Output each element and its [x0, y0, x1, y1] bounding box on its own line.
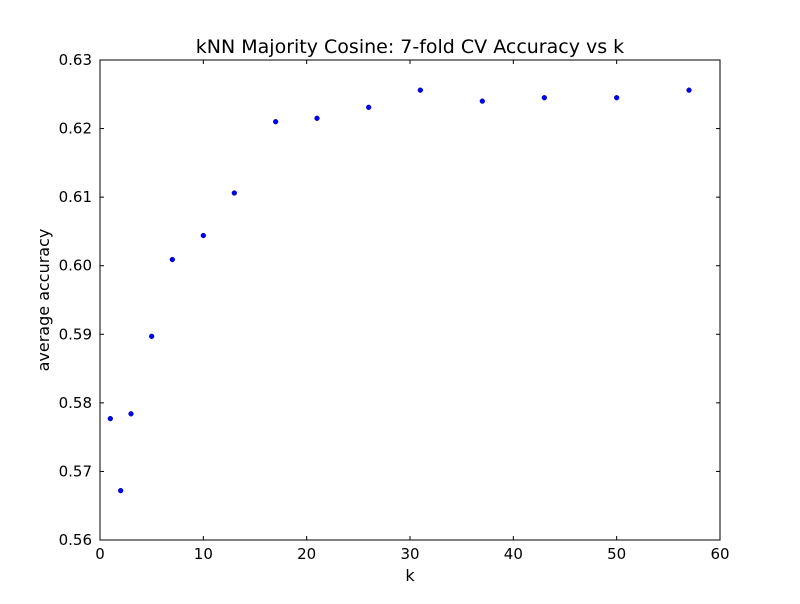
data-point	[479, 98, 485, 104]
axis-ticks: 0 10 20 30 40 50 60 0.56 0.57 0.58 0.59 0.60 0.61 0.6…	[59, 51, 730, 563]
y-tick-label: 0.58	[59, 394, 92, 412]
y-tick-label: 0.59	[59, 325, 92, 343]
x-axis-label: k	[405, 566, 415, 585]
data-point	[128, 411, 134, 417]
data-point	[149, 333, 155, 339]
plot-area-frame	[99, 59, 721, 541]
y-axis-label: average accuracy	[34, 229, 53, 372]
data-point	[614, 95, 620, 101]
x-tick-label: 30	[400, 545, 419, 563]
y-tick-label: 0.56	[59, 531, 92, 549]
y-tick-label: 0.57	[59, 462, 92, 480]
data-point	[273, 119, 279, 125]
y-tick-label: 0.62	[59, 120, 92, 138]
data-point	[686, 87, 692, 93]
data-point	[541, 95, 547, 101]
data-point	[417, 87, 423, 93]
chart-title: kNN Majority Cosine: 7-fold CV Accuracy …	[196, 36, 624, 58]
data-point	[314, 115, 320, 121]
data-point	[118, 487, 124, 494]
data-point	[107, 415, 113, 422]
x-tick-label: 20	[297, 545, 316, 563]
x-tick-label: 10	[194, 545, 213, 563]
x-tick-label: 50	[607, 545, 626, 563]
data-points	[107, 87, 692, 494]
data-point	[200, 232, 206, 239]
data-point	[169, 256, 175, 263]
y-tick-label: 0.63	[59, 51, 92, 69]
y-tick-label: 0.60	[59, 257, 92, 275]
x-tick-label: 60	[710, 545, 729, 563]
data-point	[231, 190, 237, 196]
x-tick-label: 0	[95, 545, 105, 563]
x-tick-label: 40	[504, 545, 523, 563]
data-point	[366, 104, 372, 110]
y-tick-label: 0.61	[59, 188, 92, 206]
